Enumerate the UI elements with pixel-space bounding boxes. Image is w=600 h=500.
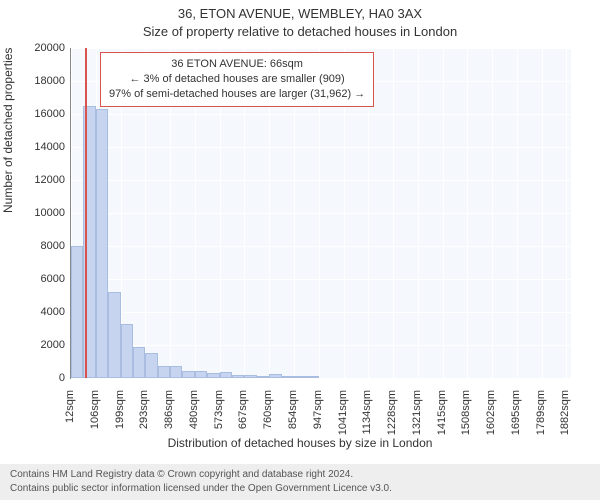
y-tick-label: 12000 <box>15 174 65 186</box>
y-tick-label: 14000 <box>15 141 65 153</box>
y-tick-label: 10000 <box>15 207 65 219</box>
callout-line: ← 3% of detached houses are smaller (909… <box>109 72 365 87</box>
histogram-bar <box>158 366 170 378</box>
chart-title-main: 36, ETON AVENUE, WEMBLEY, HA0 3AX <box>0 6 600 21</box>
histogram-bar <box>257 376 269 378</box>
histogram-bar <box>182 371 194 378</box>
histogram-bar <box>282 376 294 378</box>
histogram-bar <box>170 366 182 378</box>
histogram-bar <box>195 371 207 378</box>
histogram-bar <box>244 375 256 378</box>
histogram-bar <box>121 324 133 378</box>
histogram-bar <box>207 373 219 378</box>
y-tick-label: 20000 <box>15 42 65 54</box>
histogram-bar <box>145 353 157 378</box>
y-tick-label: 4000 <box>15 306 65 318</box>
footer: Contains HM Land Registry data © Crown c… <box>0 464 600 500</box>
y-axis-label: Number of detached properties <box>1 48 15 213</box>
y-tick-label: 16000 <box>15 108 65 120</box>
histogram-bar <box>220 372 232 378</box>
footer-line-1: Contains HM Land Registry data © Crown c… <box>10 468 590 482</box>
x-axis-label: Distribution of detached houses by size … <box>0 436 600 450</box>
histogram-bar <box>294 376 306 378</box>
y-tick-label: 2000 <box>15 339 65 351</box>
histogram-bar <box>96 109 108 378</box>
y-tick-label: 0 <box>15 372 65 384</box>
y-tick-label: 8000 <box>15 240 65 252</box>
histogram-bar <box>306 376 318 378</box>
histogram-bar <box>108 292 120 378</box>
callout-line: 97% of semi-detached houses are larger (… <box>109 87 365 102</box>
callout-box: 36 ETON AVENUE: 66sqm← 3% of detached ho… <box>100 52 374 107</box>
footer-line-2: Contains public sector information licen… <box>10 482 590 496</box>
histogram-bar <box>269 374 281 378</box>
property-marker-line <box>85 48 87 378</box>
histogram-bar <box>232 375 244 378</box>
chart-title-sub: Size of property relative to detached ho… <box>0 24 600 39</box>
y-tick-label: 6000 <box>15 273 65 285</box>
chart-container: { "layout": { "width": 600, "height": 50… <box>0 0 600 500</box>
histogram-bar <box>71 246 83 378</box>
callout-line: 36 ETON AVENUE: 66sqm <box>109 57 365 72</box>
y-tick-label: 18000 <box>15 75 65 87</box>
histogram-bar <box>133 347 145 378</box>
